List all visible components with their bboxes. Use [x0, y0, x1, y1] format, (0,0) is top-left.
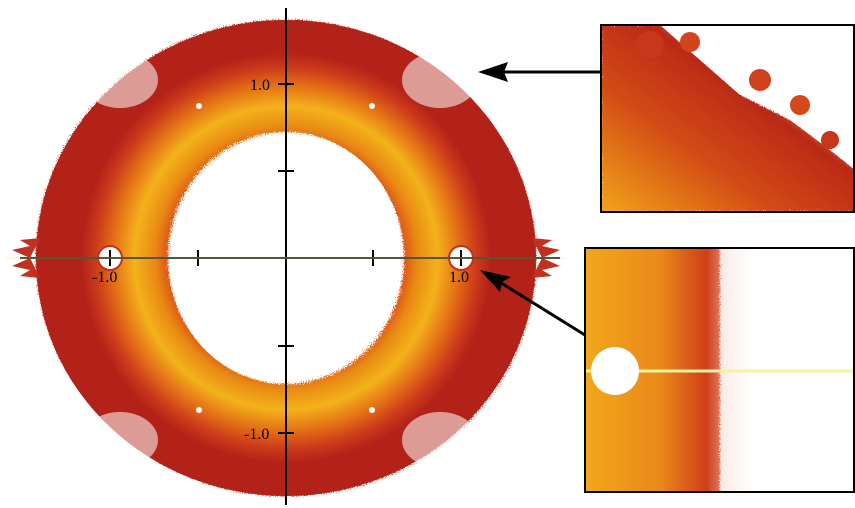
- arrow-top-head: [478, 62, 508, 82]
- arrow-bottom-head: [480, 270, 511, 292]
- ring-dot: [369, 407, 375, 413]
- y-label-neg1: -1.0: [244, 426, 269, 443]
- x-label-pos1: 1.0: [449, 269, 469, 286]
- inset-bottom-right: [584, 247, 855, 493]
- y-label-pos1: 1.0: [250, 77, 270, 94]
- inset1-fractal: [601, 25, 855, 212]
- inset1-blob: [749, 69, 771, 91]
- inset2-white-spikes: [720, 248, 855, 493]
- left-spikes: [12, 238, 40, 278]
- inset2-hole: [591, 347, 639, 395]
- arrow-bottom-shaft: [497, 279, 586, 337]
- speckle-bottom-right: [402, 412, 478, 468]
- ring-dot: [196, 407, 202, 413]
- inset-top-right: [600, 24, 855, 213]
- speckle-top-left: [82, 52, 158, 108]
- inset1-blob: [680, 32, 700, 52]
- ring-dot: [369, 103, 375, 109]
- inset1-blob: [636, 31, 664, 59]
- ring-dot: [196, 103, 202, 109]
- arrows: [478, 62, 600, 337]
- inset1-blob: [821, 131, 839, 149]
- inset1-frame: [600, 24, 855, 213]
- speckle-top-right: [402, 52, 478, 108]
- right-spikes: [532, 238, 560, 278]
- inset2-frame: [584, 247, 855, 493]
- inset1-blob: [790, 95, 810, 115]
- x-label-neg1: -1.0: [92, 269, 117, 286]
- speckle-bottom-left: [82, 412, 158, 468]
